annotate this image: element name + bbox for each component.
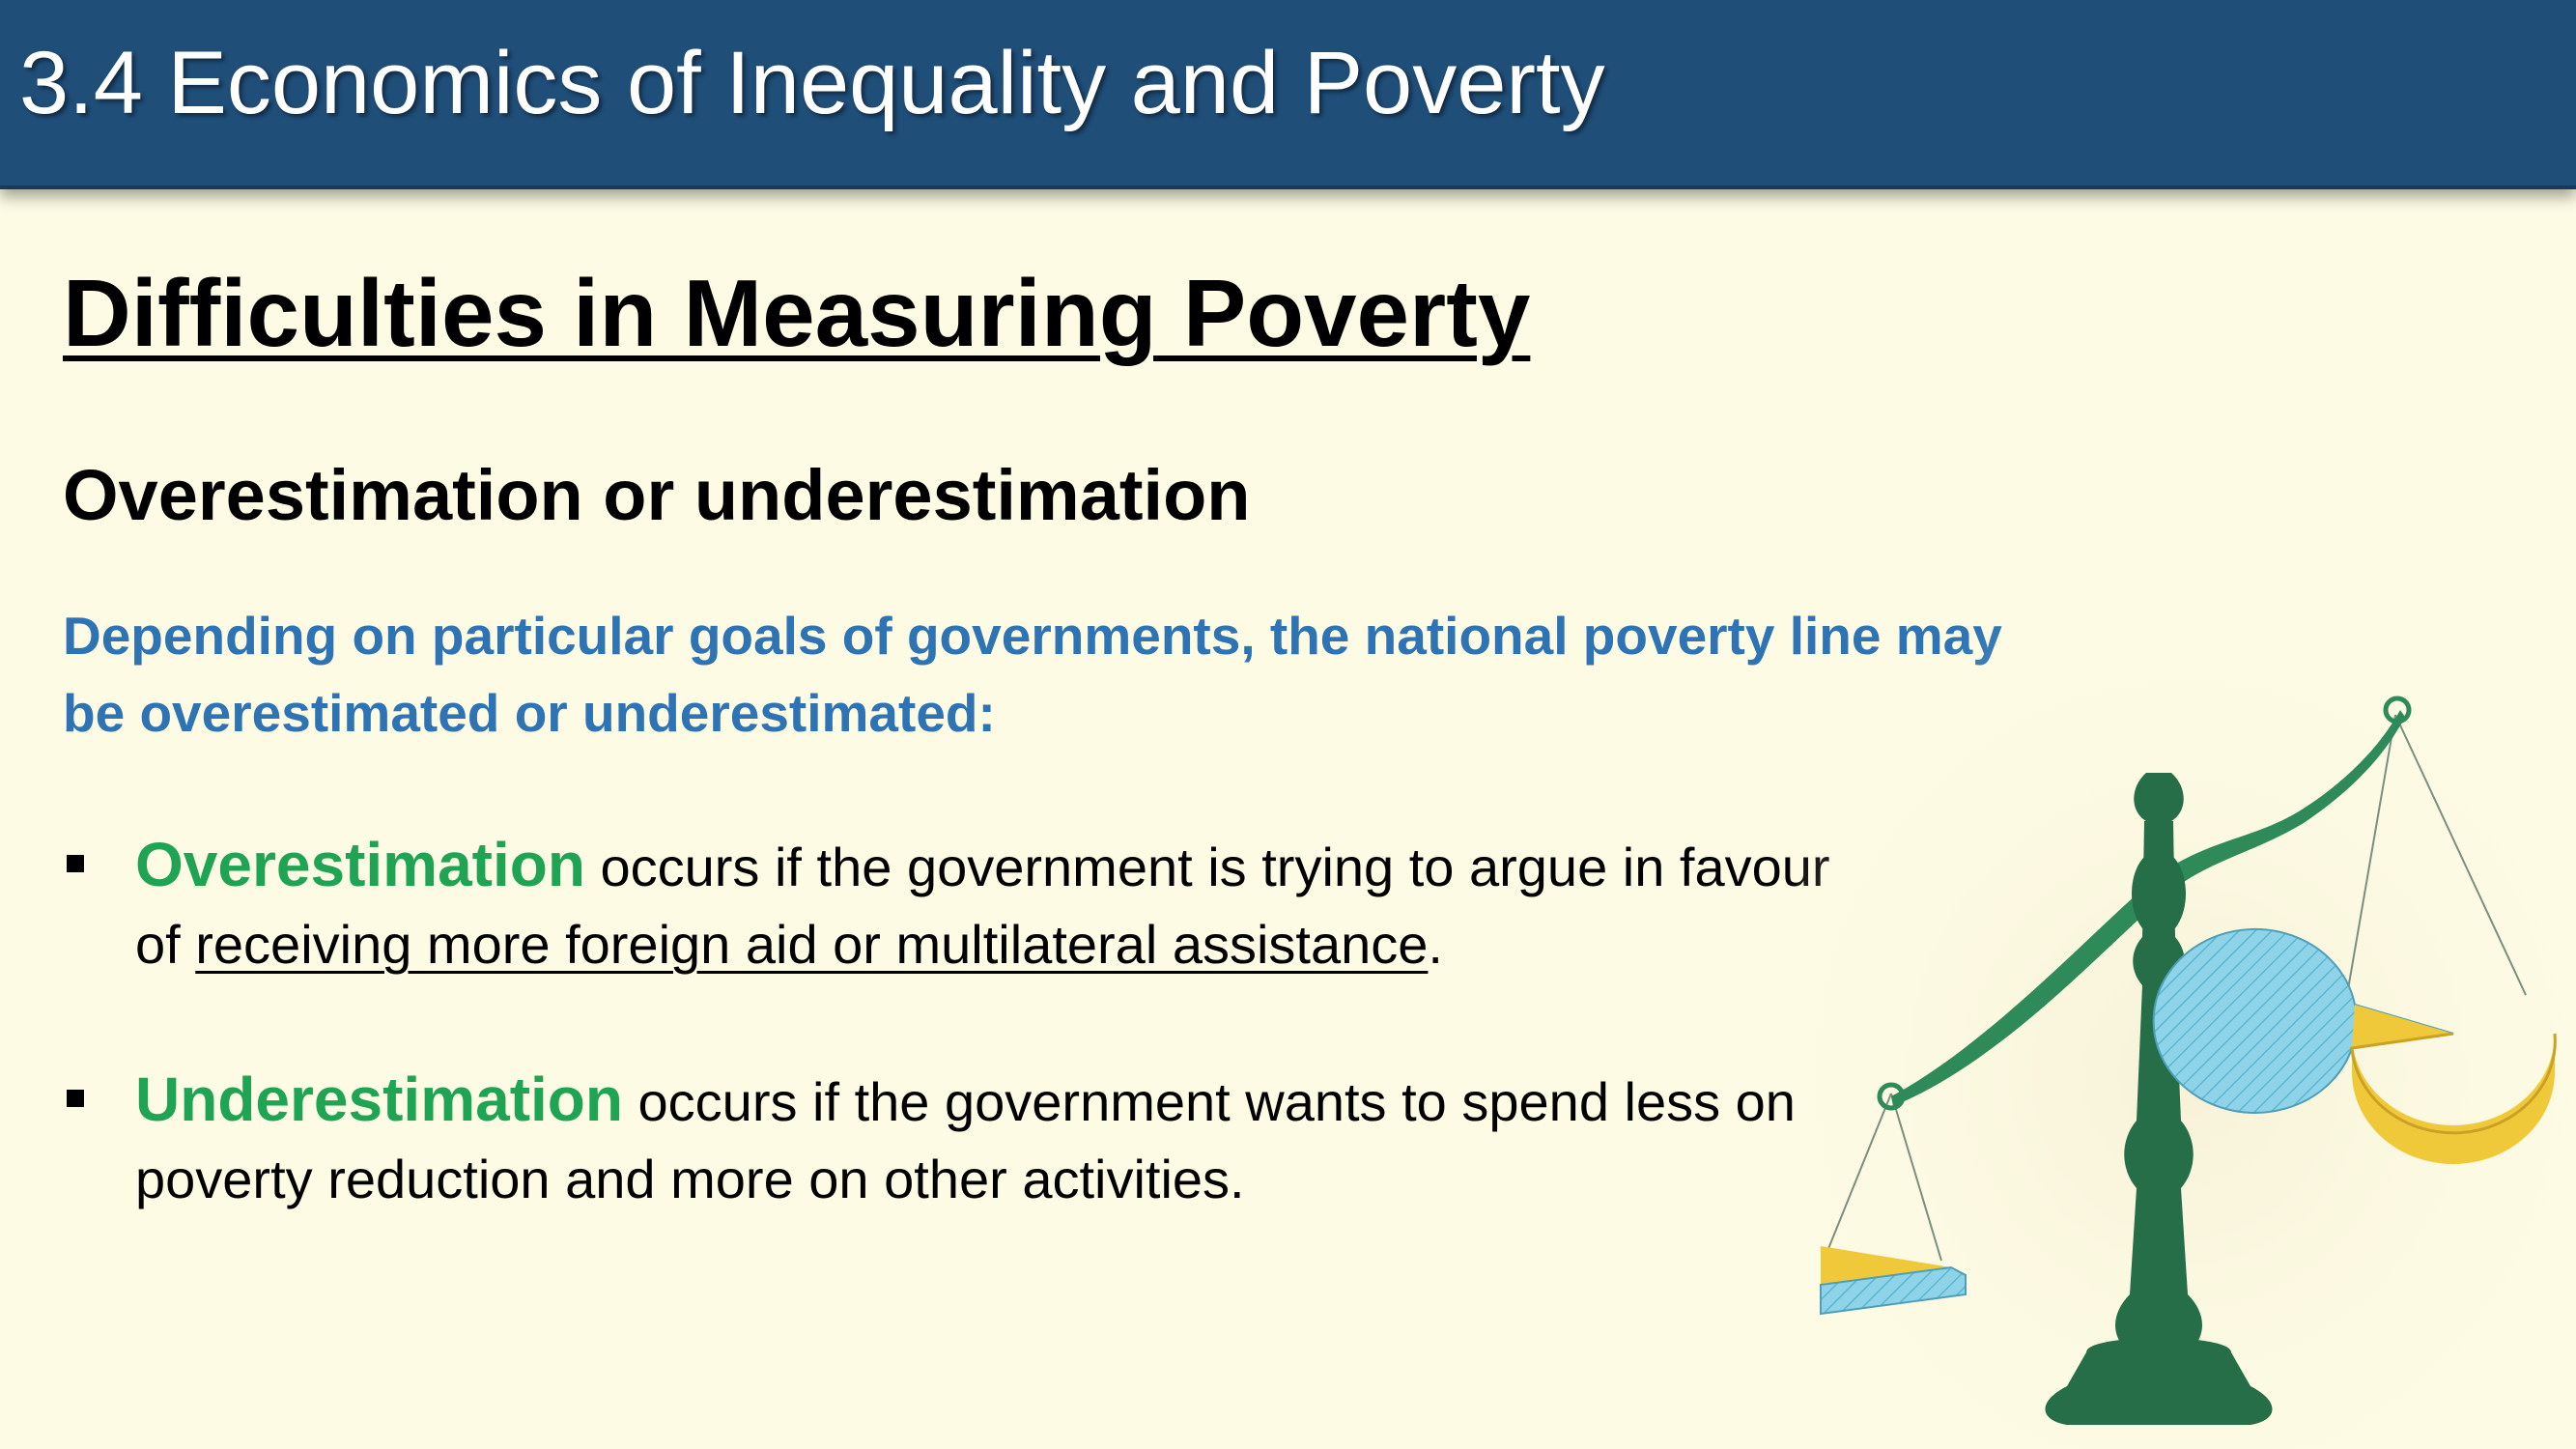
subheading: Overestimation or underestimation [63,455,1251,535]
balance-scale-icon [1797,618,2576,1449]
header-title: 3.4 Economics of Inequality and Poverty [19,34,1605,132]
beam-right-hook [2383,696,2412,724]
scale-finial [2134,773,2184,821]
slide-title: Difficulties in Measuring Poverty [63,260,1531,366]
scale-base [2045,1338,2273,1425]
header-bar: 3.4 Economics of Inequality and Poverty [0,0,2576,189]
left-pan-slice [1820,1246,1967,1316]
right-pan-strings [2346,714,2527,996]
beam-left-hook [1877,1082,1906,1111]
square-bullet-icon [67,1090,84,1107]
keyword-overestimation: Overestimation [135,830,585,899]
bullet-overestimation: Overestimation occurs if the government … [63,826,1850,983]
square-bullet-icon [67,855,84,872]
scale-pillar [2115,821,2202,1352]
bullet-underestimation: Underestimation occurs if the government… [63,1061,1850,1218]
bullet-list: Overestimation occurs if the government … [63,826,1850,1295]
bullet-text: occurs if the government is trying to ar… [135,837,1830,975]
bullet-text-end: . [1428,914,1443,975]
underlined-phrase: receiving more foreign aid or multilater… [195,914,1429,975]
keyword-underestimation: Underestimation [135,1065,623,1134]
left-pan-strings [1825,1093,1942,1262]
bullet-text: occurs if the government wants to spend … [135,1071,1796,1209]
right-pan-pie [2152,927,2557,1164]
intro-text: Depending on particular goals of governm… [63,606,2002,743]
